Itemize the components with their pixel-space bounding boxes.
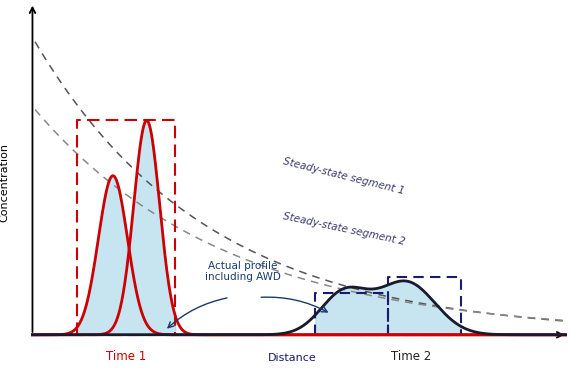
- Text: Steady-state segment 2: Steady-state segment 2: [282, 211, 406, 247]
- Text: Steady-state segment 1: Steady-state segment 1: [282, 156, 405, 196]
- Text: Actual profile
including AWD: Actual profile including AWD: [205, 261, 280, 282]
- Text: Concentration: Concentration: [0, 143, 9, 222]
- Text: Time 1: Time 1: [106, 350, 146, 363]
- Text: Distance: Distance: [268, 353, 316, 363]
- Text: Time 2: Time 2: [392, 350, 431, 363]
